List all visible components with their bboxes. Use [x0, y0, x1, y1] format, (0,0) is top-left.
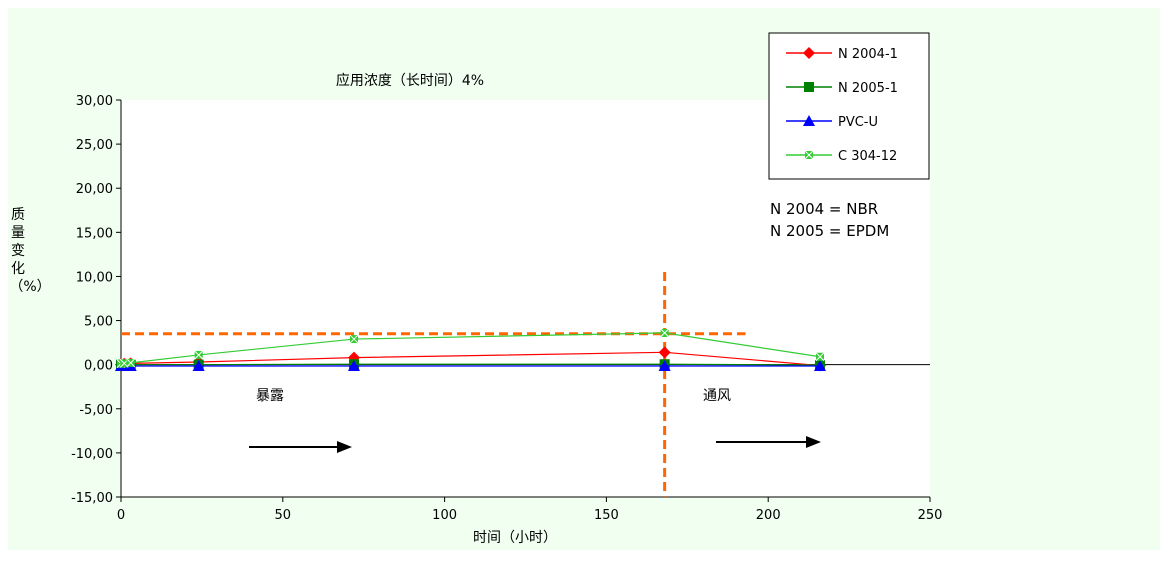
data-point	[803, 47, 815, 59]
y-tick-label: -10,00	[71, 447, 113, 462]
exposure-label: 暴露	[256, 388, 284, 404]
data-point-cross	[804, 150, 814, 160]
x-tick-label: 200	[756, 508, 781, 523]
y-tick-label: 10,00	[76, 270, 113, 285]
legend-label: C 304-12	[838, 149, 897, 164]
data-point	[349, 334, 359, 344]
series-group	[115, 328, 826, 372]
data-point	[804, 82, 814, 92]
legend-label: N 2005-1	[838, 81, 898, 96]
data-point-cross	[194, 350, 204, 360]
y-axis-title-line: 质	[11, 207, 25, 223]
tick-marks	[116, 99, 931, 502]
data-point	[803, 115, 815, 126]
data-point	[658, 359, 671, 371]
data-point-cross	[349, 334, 359, 344]
legend-item: PVC-U	[786, 115, 878, 130]
legend-item: N 2004-1	[786, 47, 898, 62]
ventilation-arrow	[716, 436, 821, 448]
data-point	[813, 359, 826, 371]
y-axis-title-line: 变	[11, 243, 25, 259]
x-axis-title: 时间（小时）	[473, 530, 557, 546]
data-point	[658, 346, 671, 359]
x-tick-label: 100	[432, 508, 457, 523]
epdm-annotation: N 2005 = EPDM	[770, 222, 889, 240]
y-tick-label: 25,00	[76, 138, 113, 153]
data-point-cross	[126, 358, 136, 368]
legend-label: PVC-U	[838, 115, 878, 130]
ventilation-label: 通风	[703, 388, 731, 404]
y-tick-label: -15,00	[71, 491, 113, 506]
exposure-arrow	[249, 441, 352, 453]
y-tick-label: 5,00	[84, 315, 113, 330]
data-point-cross	[660, 328, 670, 338]
legend-item: N 2005-1	[786, 81, 898, 96]
y-tick-label: -5,00	[79, 403, 113, 418]
data-point	[804, 150, 814, 160]
y-axis-title-line: 量	[11, 225, 25, 241]
data-point	[192, 359, 205, 371]
y-tick-label: 15,00	[76, 226, 113, 241]
data-point	[347, 359, 360, 371]
legend-item: C 304-12	[786, 149, 897, 164]
data-point-cross	[815, 352, 825, 362]
data-point	[815, 352, 825, 362]
x-tick-label: 150	[594, 508, 619, 523]
x-tick-label: 250	[918, 508, 943, 523]
data-point	[660, 328, 670, 338]
y-axis-title-line: 化	[11, 261, 25, 277]
data-point	[126, 358, 136, 368]
nbr-annotation: N 2004 = NBR	[770, 200, 878, 218]
y-tick-label: 30,00	[76, 94, 113, 109]
y-tick-label: 20,00	[76, 182, 113, 197]
x-tick-label: 0	[117, 508, 125, 523]
chart-title: 应用浓度（长时间）4%	[336, 72, 484, 89]
data-point	[194, 350, 204, 360]
tick-labels: 30,00 25,00 20,00 15,00 10,00 5,00 0,00 -5,00 -1…	[71, 94, 942, 523]
y-axis-title-line: （%）	[9, 279, 50, 295]
legend-label: N 2004-1	[838, 47, 898, 62]
x-tick-label: 50	[275, 508, 292, 523]
y-tick-label: 0,00	[84, 359, 113, 374]
legend: N 2004-1 N 2005-1 PVC-U C 304-12	[768, 32, 930, 180]
series-c-304-12	[116, 328, 825, 369]
